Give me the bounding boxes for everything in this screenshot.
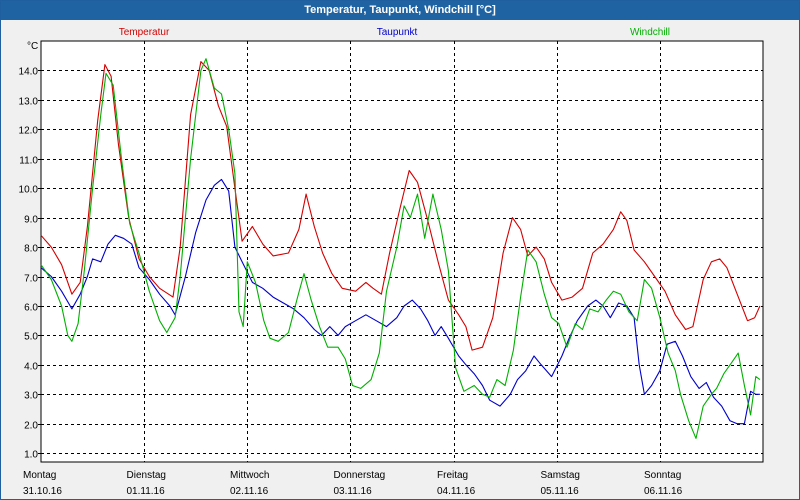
grid <box>38 41 763 462</box>
y-tick-label: 3.0 <box>24 391 38 402</box>
x-tick-day: Freitag <box>437 470 468 481</box>
x-tick-date: 04.11.16 <box>437 486 476 497</box>
x-tick-date: 03.11.16 <box>334 486 373 497</box>
y-tick-label: 10.0 <box>19 185 39 196</box>
y-tick-label: 5.0 <box>24 332 38 343</box>
y-tick-label: 14.0 <box>19 67 39 78</box>
y-tick-label: 7.0 <box>24 274 38 285</box>
series-lines <box>40 58 761 439</box>
y-tick-label: 12.0 <box>19 126 39 137</box>
y-tick-label: 1.0 <box>24 450 38 461</box>
series-line-temperatur <box>40 61 761 351</box>
legend-windchill: Windchill <box>630 27 670 38</box>
x-tick-day: Sonntag <box>644 470 681 481</box>
x-tick-day: Dienstag <box>127 470 166 481</box>
x-tick-day: Montag <box>23 470 56 481</box>
y-tick-label: 2.0 <box>24 421 38 432</box>
series-line-taupunkt <box>40 178 760 425</box>
y-tick-label: 9.0 <box>24 215 38 226</box>
plot-area <box>40 40 764 463</box>
x-tick-date: 31.10.16 <box>23 486 62 497</box>
y-axis-unit: °C <box>27 41 38 52</box>
legend-temperatur: Temperatur <box>119 27 170 38</box>
y-tick-label: 6.0 <box>24 303 38 314</box>
legend: Temperatur Taupunkt Windchill <box>119 27 670 38</box>
y-tick-label: 11.0 <box>19 156 38 167</box>
y-axis: °C 1.0 2.0 3.0 4.0 5.0 6.0 7.0 8.0 9.0 10.0 11.0 12… <box>19 41 39 461</box>
x-tick-date: 06.11.16 <box>644 486 683 497</box>
x-tick-day: Donnerstag <box>334 470 386 481</box>
x-tick-date: 01.11.16 <box>127 486 166 497</box>
window-title: Temperatur, Taupunkt, Windchill [°C] <box>1 1 799 20</box>
y-tick-label: 4.0 <box>24 362 38 373</box>
series-line-windchill <box>40 58 761 439</box>
x-tick-date: 02.11.16 <box>230 486 269 497</box>
x-tick-date: 05.11.16 <box>541 486 580 497</box>
y-tick-label: 13.0 <box>19 97 39 108</box>
legend-taupunkt: Taupunkt <box>377 27 418 38</box>
x-axis: Montag 31.10.16 Dienstag 01.11.16 Mittwoch 02… <box>23 470 683 497</box>
x-tick-day: Mittwoch <box>230 470 269 481</box>
x-tick-day: Samstag <box>541 470 580 481</box>
y-tick-label: 8.0 <box>24 244 38 255</box>
